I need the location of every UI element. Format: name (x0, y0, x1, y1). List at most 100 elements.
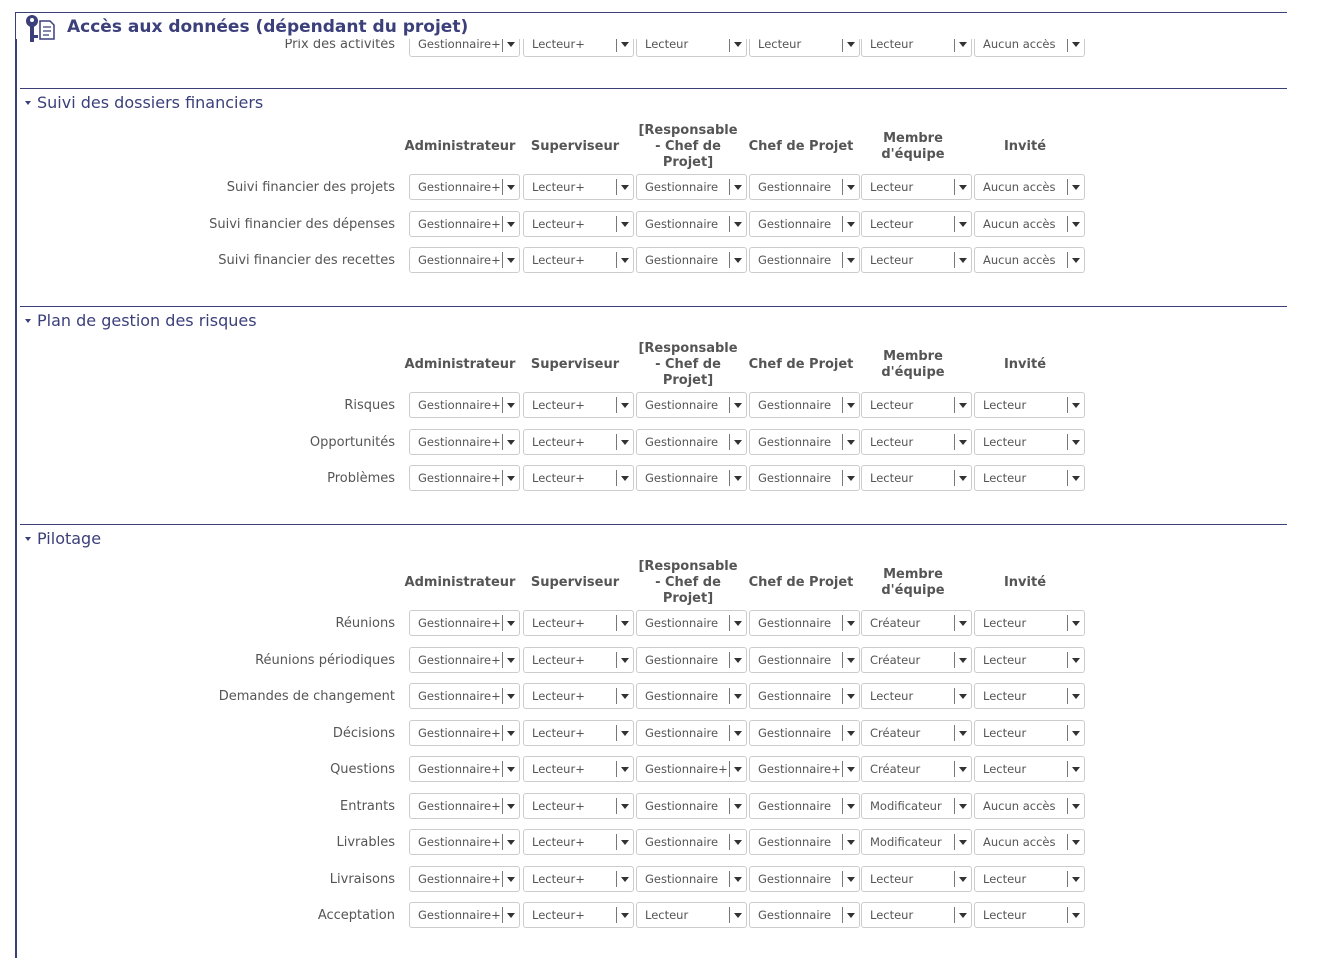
access-select[interactable]: Gestionnaire (749, 646, 860, 673)
section-title[interactable]: Plan de gestion des risques (37, 311, 257, 330)
access-select[interactable]: Lecteur+ (523, 865, 634, 892)
access-select[interactable]: Lecteur+ (523, 174, 634, 200)
access-select[interactable]: Créateur (861, 719, 972, 746)
access-select[interactable]: Gestionnaire+ (409, 719, 520, 746)
access-select[interactable]: Gestionnaire+ (409, 174, 520, 200)
collapse-toggle[interactable] (25, 101, 31, 105)
access-select[interactable]: Aucun accès (974, 210, 1085, 237)
access-select[interactable]: Gestionnaire (749, 247, 860, 273)
access-select[interactable]: Gestionnaire (749, 865, 860, 892)
access-select[interactable]: Gestionnaire (749, 683, 860, 709)
access-select[interactable]: Lecteur (974, 865, 1085, 892)
access-select[interactable]: Lecteur (974, 902, 1085, 928)
access-select[interactable]: Lecteur+ (523, 465, 634, 491)
access-select[interactable]: Gestionnaire (636, 646, 747, 673)
access-select[interactable]: Gestionnaire+ (409, 646, 520, 673)
access-select[interactable]: Lecteur (861, 865, 972, 892)
access-select[interactable]: Gestionnaire (636, 428, 747, 455)
access-select[interactable]: Lecteur (636, 902, 747, 928)
section-title[interactable]: Suivi des dossiers financiers (37, 93, 264, 112)
collapse-toggle[interactable] (25, 319, 31, 323)
access-select[interactable]: Gestionnaire+ (409, 247, 520, 273)
access-select[interactable]: Créateur (861, 610, 972, 636)
access-select[interactable]: Créateur (861, 756, 972, 782)
access-select[interactable]: Lecteur (861, 247, 972, 273)
access-select[interactable]: Gestionnaire+ (409, 683, 520, 709)
access-select[interactable]: Lecteur+ (523, 829, 634, 855)
access-select[interactable]: Lecteur (861, 902, 972, 928)
select-divider (954, 179, 955, 195)
access-select[interactable]: Modificateur (861, 829, 972, 855)
access-select[interactable]: Gestionnaire+ (409, 392, 520, 418)
access-select[interactable]: Créateur (861, 646, 972, 673)
access-select[interactable]: Lecteur (861, 683, 972, 709)
access-select[interactable]: Lecteur (861, 210, 972, 237)
access-select[interactable]: Lecteur (974, 428, 1085, 455)
access-select[interactable]: Gestionnaire (749, 210, 860, 237)
access-select[interactable]: Aucun accès (974, 792, 1085, 819)
access-select[interactable]: Gestionnaire (636, 392, 747, 418)
access-select[interactable]: Gestionnaire+ (409, 865, 520, 892)
access-select[interactable]: Lecteur (861, 428, 972, 455)
access-select[interactable]: Aucun accès (974, 174, 1085, 200)
access-select[interactable]: Gestionnaire (749, 174, 860, 200)
access-select[interactable]: Gestionnaire (749, 902, 860, 928)
access-select[interactable]: Lecteur+ (523, 902, 634, 928)
access-select[interactable]: Gestionnaire+ (636, 756, 747, 782)
access-select[interactable]: Gestionnaire (636, 792, 747, 819)
access-select[interactable]: Lecteur+ (523, 792, 634, 819)
collapse-toggle[interactable] (25, 537, 31, 541)
access-select[interactable]: Gestionnaire (749, 792, 860, 819)
access-select[interactable]: Lecteur (974, 465, 1085, 491)
access-select[interactable]: Gestionnaire (636, 610, 747, 636)
access-select[interactable]: Gestionnaire (636, 247, 747, 273)
access-select[interactable]: Gestionnaire (636, 719, 747, 746)
access-select[interactable]: Lecteur+ (523, 428, 634, 455)
access-select[interactable]: Lecteur (861, 174, 972, 200)
access-select[interactable]: Gestionnaire+ (409, 428, 520, 455)
access-select[interactable]: Lecteur+ (523, 646, 634, 673)
access-select[interactable]: Lecteur+ (523, 610, 634, 636)
access-select[interactable]: Gestionnaire (636, 174, 747, 200)
access-select[interactable]: Lecteur (974, 719, 1085, 746)
access-select[interactable]: Modificateur (861, 792, 972, 819)
access-select[interactable]: Lecteur+ (523, 719, 634, 746)
access-select[interactable]: Lecteur+ (523, 756, 634, 782)
section-title[interactable]: Pilotage (37, 529, 102, 548)
access-select[interactable]: Aucun accès (974, 829, 1085, 855)
access-select[interactable]: Gestionnaire+ (409, 902, 520, 928)
access-select[interactable]: Gestionnaire (636, 683, 747, 709)
access-select[interactable]: Gestionnaire+ (409, 829, 520, 855)
access-select[interactable]: Gestionnaire (636, 865, 747, 892)
access-select[interactable]: Gestionnaire (636, 829, 747, 855)
access-select[interactable]: Gestionnaire (749, 610, 860, 636)
access-select[interactable]: Gestionnaire+ (409, 756, 520, 782)
access-select[interactable]: Lecteur (861, 465, 972, 491)
access-select[interactable]: Lecteur+ (523, 392, 634, 418)
access-select[interactable]: Gestionnaire (749, 465, 860, 491)
access-select[interactable]: Lecteur (974, 610, 1085, 636)
access-select[interactable]: Gestionnaire+ (409, 210, 520, 237)
access-select[interactable]: Gestionnaire (749, 392, 860, 418)
access-select[interactable]: Lecteur+ (523, 247, 634, 273)
access-select[interactable]: Aucun accès (974, 247, 1085, 273)
access-select[interactable]: Lecteur (974, 756, 1085, 782)
access-select[interactable]: Gestionnaire (749, 428, 860, 455)
select-value: Gestionnaire+ (418, 180, 501, 194)
select-value: Gestionnaire (645, 689, 719, 703)
access-select[interactable]: Lecteur (974, 392, 1085, 418)
access-select[interactable]: Gestionnaire (636, 210, 747, 237)
access-select[interactable]: Gestionnaire+ (409, 792, 520, 819)
access-select[interactable]: Lecteur (974, 646, 1085, 673)
access-select[interactable]: Gestionnaire+ (749, 756, 860, 782)
access-select[interactable]: Gestionnaire (749, 719, 860, 746)
access-select[interactable]: Lecteur+ (523, 683, 634, 709)
access-select[interactable]: Gestionnaire+ (409, 610, 520, 636)
select-value: Lecteur+ (532, 871, 585, 886)
access-select[interactable]: Lecteur (861, 392, 972, 418)
access-select[interactable]: Lecteur (974, 683, 1085, 709)
access-select[interactable]: Gestionnaire (749, 829, 860, 855)
access-select[interactable]: Gestionnaire+ (409, 465, 520, 491)
access-select[interactable]: Gestionnaire (636, 465, 747, 491)
access-select[interactable]: Lecteur+ (523, 210, 634, 237)
